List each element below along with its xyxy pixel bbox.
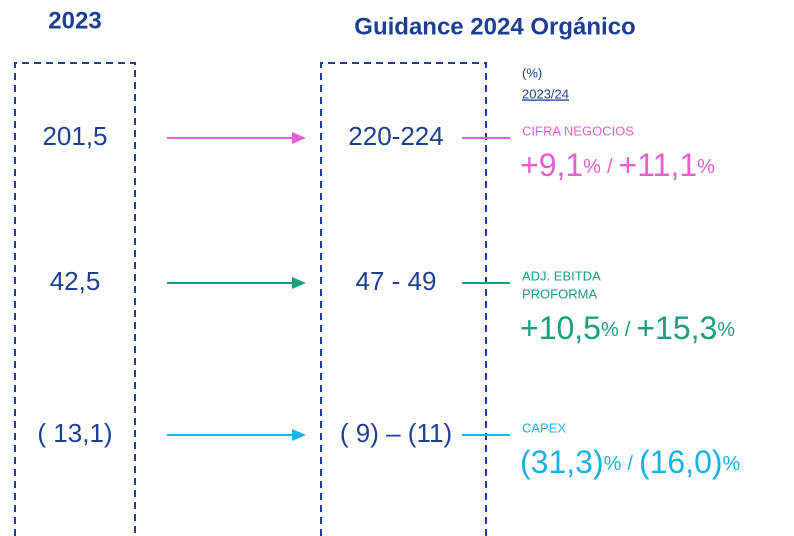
percent: % — [717, 319, 735, 341]
metric-label: ADJ. EBITDA — [522, 268, 601, 283]
growth-high: +11,1 — [619, 147, 698, 183]
percent: % — [604, 453, 622, 475]
growth-low: +9,1 — [520, 147, 583, 183]
value-2023: 201,5 — [42, 121, 107, 151]
arrow-head — [292, 132, 306, 144]
growth-high: +15,3 — [636, 310, 717, 346]
frame-2023 — [14, 62, 136, 536]
growth-low: +10,5 — [520, 310, 601, 346]
arrow-head — [292, 429, 306, 441]
growth-high: (16,0) — [639, 444, 723, 480]
percent: % — [601, 319, 619, 341]
value-2023: 42,5 — [50, 266, 101, 296]
growth: (31,3)% / (16,0)% — [520, 444, 741, 480]
growth: +9,1% / +11,1% — [520, 147, 715, 183]
frame-guidance — [320, 62, 487, 536]
percent: % — [583, 156, 601, 178]
growth: +10,5% / +15,3% — [520, 310, 735, 346]
left-title: 2023 — [48, 7, 101, 34]
arrow-head — [292, 277, 306, 289]
metric-label: CIFRA NEGOCIOS — [522, 123, 634, 138]
metric-label: CAPEX — [522, 420, 566, 435]
separator: / — [607, 156, 613, 178]
right-title: Guidance 2024 Orgánico — [354, 13, 635, 40]
period: 2023/24 — [522, 86, 569, 101]
percent: % — [697, 156, 715, 178]
unit: (%) — [522, 65, 542, 80]
growth-low: (31,3) — [520, 444, 604, 480]
value-2023: ( 13,1) — [37, 418, 112, 448]
separator: / — [627, 453, 633, 475]
guidance: 220-224 — [348, 121, 443, 151]
guidance: 47 - 49 — [356, 266, 437, 296]
guidance: ( 9) – (11) — [340, 418, 452, 448]
metric-label: PROFORMA — [522, 286, 597, 301]
frames — [14, 62, 487, 536]
separator: / — [625, 319, 631, 341]
percent: % — [723, 453, 741, 475]
